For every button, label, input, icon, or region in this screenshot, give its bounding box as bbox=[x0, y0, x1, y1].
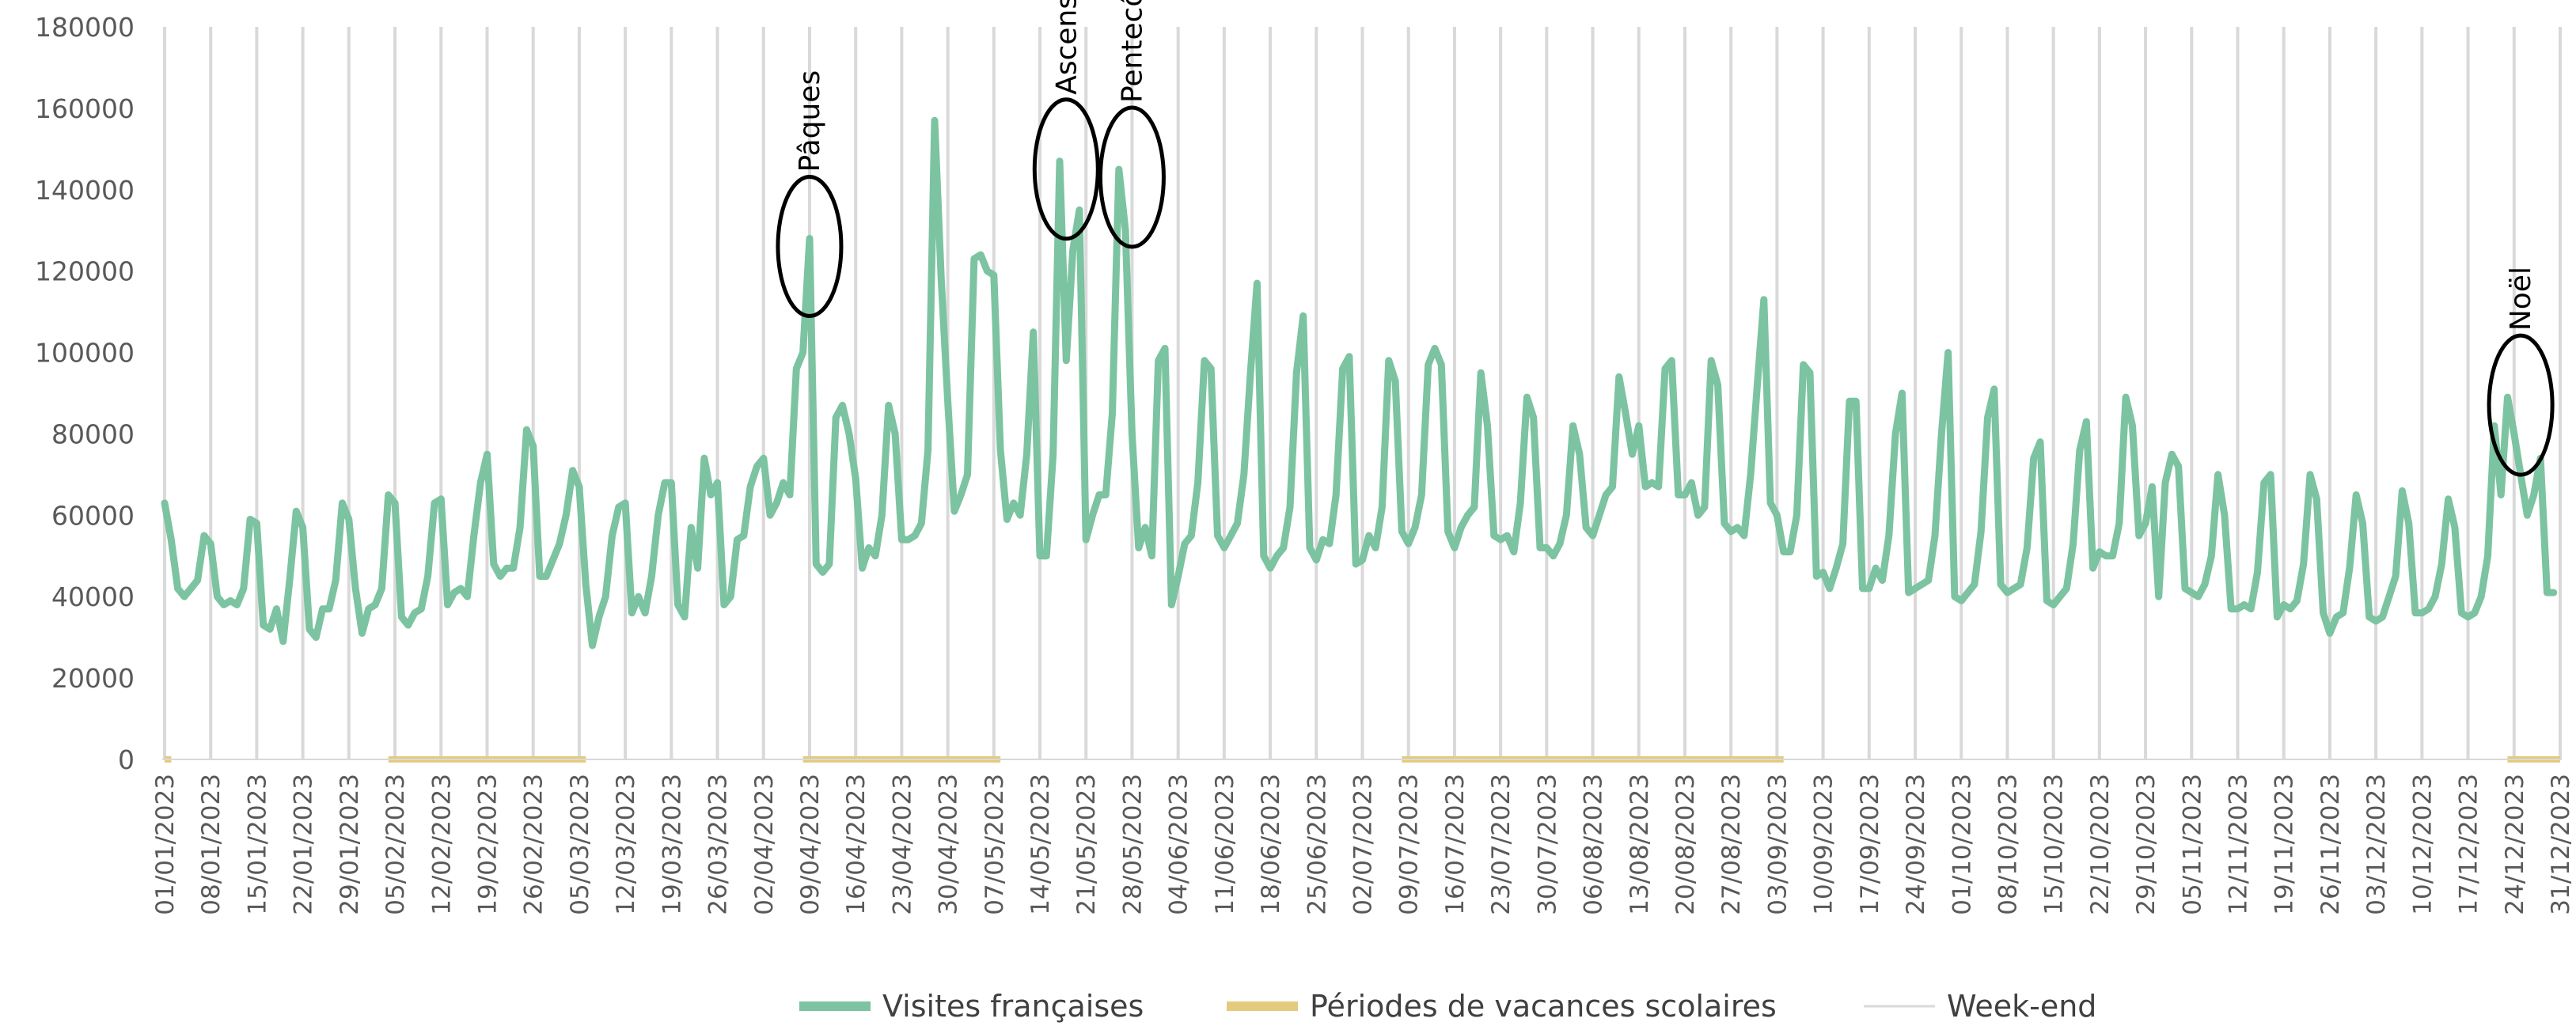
x-tick-label: 16/07/2023 bbox=[1441, 774, 1470, 915]
x-tick-label: 12/11/2023 bbox=[2225, 774, 2253, 915]
x-tick-label: 22/10/2023 bbox=[2086, 774, 2115, 915]
y-tick-label: 160000 bbox=[35, 93, 135, 124]
x-tick-label: 20/08/2023 bbox=[1671, 774, 1700, 915]
y-tick-label: 0 bbox=[118, 744, 135, 775]
x-tick-label: 05/03/2023 bbox=[566, 774, 594, 915]
y-tick-label: 120000 bbox=[35, 256, 135, 287]
x-tick-label: 14/05/2023 bbox=[1026, 774, 1055, 915]
x-tick-label: 08/01/2023 bbox=[197, 774, 226, 915]
x-tick-label: 19/03/2023 bbox=[658, 774, 686, 915]
x-tick-label: 01/10/2023 bbox=[1948, 774, 1976, 915]
x-tick-label: 17/12/2023 bbox=[2455, 774, 2483, 915]
x-tick-label: 15/10/2023 bbox=[2040, 774, 2069, 915]
legend-label-weekend: Week-end bbox=[1947, 989, 2096, 1024]
annotation-label: Ascenscion bbox=[1050, 0, 1083, 95]
y-tick-label: 60000 bbox=[51, 500, 135, 531]
y-tick-label: 40000 bbox=[51, 581, 135, 612]
annotation-ellipse bbox=[1098, 105, 1166, 249]
x-tick-label: 29/10/2023 bbox=[2132, 774, 2161, 915]
x-tick-label: 15/01/2023 bbox=[243, 774, 271, 915]
y-tick-label: 100000 bbox=[35, 338, 135, 369]
x-tick-label: 21/05/2023 bbox=[1072, 774, 1101, 915]
x-tick-label: 31/12/2023 bbox=[2547, 774, 2575, 915]
x-tick-label: 25/06/2023 bbox=[1303, 774, 1331, 915]
y-tick-label: 140000 bbox=[35, 175, 135, 206]
annotations: Pâques Ascenscion Pentecôte Noël bbox=[776, 0, 2555, 477]
x-tick-label: 02/04/2023 bbox=[750, 774, 779, 915]
x-tick-label: 05/02/2023 bbox=[381, 774, 410, 915]
x-tick-label: 03/09/2023 bbox=[1763, 774, 1792, 915]
x-tick-label: 16/04/2023 bbox=[842, 774, 871, 915]
x-tick-label: 19/02/2023 bbox=[473, 774, 502, 915]
x-tick-label: 06/08/2023 bbox=[1580, 774, 1608, 915]
x-tick-label: 11/06/2023 bbox=[1211, 774, 1239, 915]
x-tick-label: 10/12/2023 bbox=[2408, 774, 2437, 915]
annotation-ellipse bbox=[776, 175, 844, 319]
x-tick-label: 23/07/2023 bbox=[1487, 774, 1516, 915]
x-tick-label: 13/08/2023 bbox=[1626, 774, 1654, 915]
y-tick-label: 80000 bbox=[51, 418, 135, 449]
annotation-ellipse bbox=[1032, 97, 1100, 241]
x-tick-label: 12/02/2023 bbox=[427, 774, 456, 915]
x-tick-label: 12/03/2023 bbox=[612, 774, 640, 915]
x-tick-label: 27/08/2023 bbox=[1717, 774, 1746, 915]
x-axis-ticks: 01/01/2023 08/01/2023 15/01/2023 22/01/2023… bbox=[151, 774, 2575, 915]
x-tick-label: 24/12/2023 bbox=[2501, 774, 2529, 915]
annotation-label: Pâques bbox=[794, 70, 826, 172]
x-tick-label: 10/09/2023 bbox=[1810, 774, 1838, 915]
x-tick-label: 19/11/2023 bbox=[2271, 774, 2299, 915]
x-tick-label: 29/01/2023 bbox=[336, 774, 364, 915]
x-tick-label: 30/07/2023 bbox=[1533, 774, 1561, 915]
x-tick-label: 24/09/2023 bbox=[1902, 774, 1930, 915]
series-visites-francaises bbox=[161, 116, 2558, 649]
x-tick-label: 01/01/2023 bbox=[151, 774, 180, 915]
legend-label-vacations: Périodes de vacances scolaires bbox=[1310, 989, 1777, 1024]
series-line-visites-francaises bbox=[161, 116, 2558, 649]
annotation-ellipse bbox=[2487, 333, 2555, 477]
x-tick-label: 07/05/2023 bbox=[981, 774, 1009, 915]
x-tick-label: 26/03/2023 bbox=[704, 774, 733, 915]
x-tick-label: 09/04/2023 bbox=[796, 774, 825, 915]
x-tick-label: 18/06/2023 bbox=[1257, 774, 1285, 915]
x-tick-label: 08/10/2023 bbox=[1994, 774, 2022, 915]
x-tick-label: 09/07/2023 bbox=[1395, 774, 1424, 915]
legend-label-visits: Visites françaises bbox=[882, 989, 1144, 1024]
x-tick-label: 26/02/2023 bbox=[520, 774, 548, 915]
y-tick-label: 180000 bbox=[35, 12, 135, 43]
x-tick-label: 28/05/2023 bbox=[1118, 774, 1147, 915]
annotation-label: Noël bbox=[2505, 267, 2537, 331]
x-tick-label: 04/06/2023 bbox=[1165, 774, 1193, 915]
x-tick-label: 22/01/2023 bbox=[290, 774, 318, 915]
x-tick-label: 03/12/2023 bbox=[2362, 774, 2391, 915]
weekend-gridlines bbox=[163, 27, 2562, 759]
x-tick-label: 02/07/2023 bbox=[1349, 774, 1378, 915]
y-axis-ticks: 0 20000 40000 60000 80000 100000 120000 140000 1… bbox=[35, 12, 135, 775]
x-tick-label: 23/04/2023 bbox=[888, 774, 916, 915]
x-tick-label: 26/11/2023 bbox=[2316, 774, 2345, 915]
x-tick-label: 05/11/2023 bbox=[2178, 774, 2206, 915]
x-tick-label: 30/04/2023 bbox=[935, 774, 963, 915]
x-tick-label: 17/09/2023 bbox=[1856, 774, 1884, 915]
legend: Visites françaises Périodes de vacances … bbox=[799, 989, 2096, 1024]
y-tick-label: 20000 bbox=[51, 663, 135, 694]
annotation-label: Pentecôte bbox=[1116, 0, 1148, 103]
